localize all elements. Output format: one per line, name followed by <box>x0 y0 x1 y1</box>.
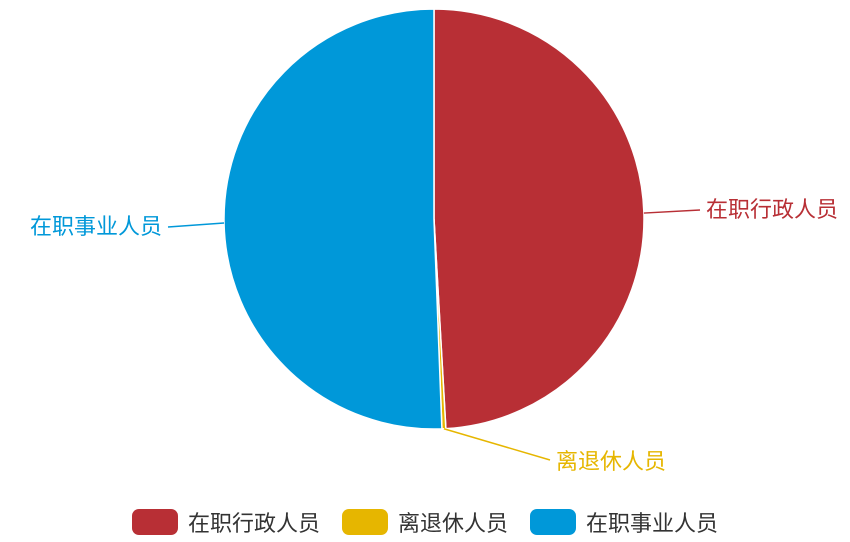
legend-label-admin-staff: 在职行政人员 <box>187 512 320 537</box>
legend-swatch-retired-staff <box>341 509 388 535</box>
label-institution-staff-line <box>167 222 225 228</box>
legend-label-retired-staff: 离退休人员 <box>397 512 508 537</box>
label-admin-staff-line <box>643 209 701 214</box>
slice-admin-staff[interactable] <box>433 8 645 430</box>
legend-item-admin-staff[interactable]: 在职行政人员 <box>131 506 320 538</box>
label-retired-staff-line <box>443 428 551 461</box>
legend-swatch-admin-staff <box>131 509 178 535</box>
label-institution-staff: 在职事业人员 <box>30 215 162 240</box>
slice-institution-staff[interactable] <box>223 8 443 430</box>
label-retired-staff: 离退休人员 <box>556 450 666 475</box>
legend: 在职行政人员 离退休人员 在职事业人员 <box>0 506 850 538</box>
pie-slices <box>223 8 645 430</box>
legend-swatch-institution-staff <box>530 509 576 535</box>
legend-item-retired-staff[interactable]: 离退休人员 <box>341 506 508 538</box>
legend-item-institution-staff[interactable]: 在职事业人员 <box>530 506 718 538</box>
label-admin-staff: 在职行政人员 <box>706 198 838 223</box>
legend-label-institution-staff: 在职事业人员 <box>586 512 719 537</box>
